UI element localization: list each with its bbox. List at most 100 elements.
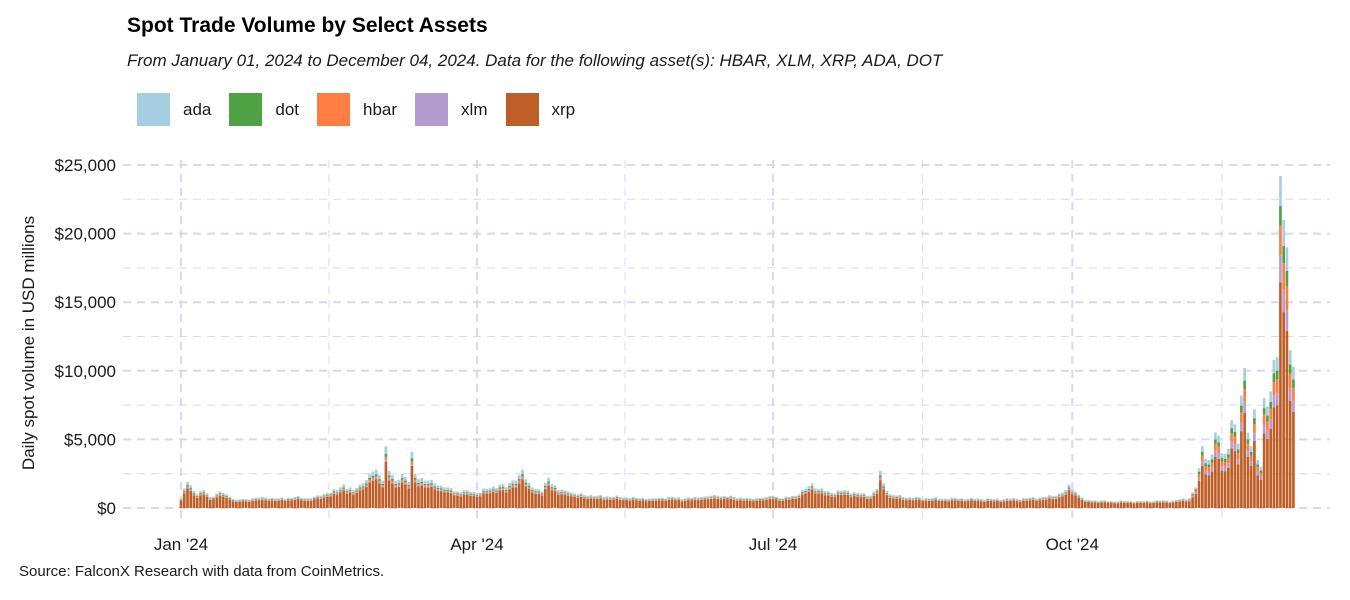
bar-segment-xrp — [358, 490, 362, 508]
bar-segment-hbar — [430, 484, 433, 486]
bar-segment-xlm — [1227, 463, 1230, 468]
bar-segment-dot — [566, 493, 570, 495]
bar-segment-dot — [452, 493, 456, 495]
bar-segment-ada — [768, 496, 772, 498]
bar-segment-xrp — [465, 494, 469, 508]
bar-segment-xrp — [208, 499, 212, 508]
bar-segment-dot — [1048, 496, 1051, 498]
bar-segment-xrp — [287, 500, 290, 508]
bar-segment-hbar — [836, 493, 840, 495]
bar-segment-hbar — [872, 494, 876, 496]
bar-segment-dot — [719, 497, 723, 499]
bar-segment-ada — [280, 497, 284, 499]
bar-segment-xrp — [852, 496, 856, 508]
bar-segment-ada — [218, 491, 222, 494]
bar-segment-ada — [911, 498, 915, 500]
bar-segment-hbar — [381, 485, 385, 487]
bar-segment-xlm — [573, 496, 576, 498]
bar-segment-xlm — [439, 490, 443, 492]
bar-segment-ada — [1067, 484, 1071, 488]
bar-segment-xrp — [368, 482, 371, 508]
bar-segment-xrp — [1191, 497, 1194, 508]
bar-segment-ada — [199, 491, 202, 494]
bar-segment-xrp — [1178, 501, 1181, 508]
bar-segment-ada — [576, 494, 580, 496]
bar-segment-dot — [609, 498, 612, 499]
bar-segment-ada — [934, 497, 937, 499]
bar-segment-dot — [856, 494, 859, 496]
bar-segment-ada — [1227, 449, 1230, 455]
bar-segment-ada — [700, 497, 703, 499]
bar-segment-hbar — [410, 461, 414, 464]
bar-segment-ada — [264, 497, 267, 499]
bar-segment-xrp — [992, 501, 996, 508]
bar-segment-hbar — [537, 492, 541, 494]
bar-segment-xlm — [316, 497, 319, 499]
bar-segment-xrp — [950, 500, 954, 508]
bar-segment-xrp — [1279, 282, 1282, 508]
bar-segment-dot — [1249, 451, 1253, 456]
bar-segment-xrp — [244, 501, 248, 508]
bar-segment-hbar — [371, 477, 375, 480]
bar-segment-dot — [826, 493, 830, 495]
bar-segment-hbar — [1240, 412, 1243, 423]
bar-segment-dot — [787, 498, 791, 500]
bar-segment-ada — [1262, 398, 1266, 409]
bar-segment-ada — [436, 485, 440, 489]
bar-segment-xlm — [365, 485, 368, 488]
bar-segment-hbar — [713, 497, 716, 498]
bar-segment-dot — [771, 497, 775, 498]
bar-segment-ada — [208, 497, 212, 499]
bar-segment-xrp — [391, 483, 394, 508]
bar-segment-dot — [852, 494, 856, 495]
bar-segment-dot — [260, 498, 264, 499]
bar-segment-hbar — [804, 492, 807, 493]
bar-segment-xrp — [813, 493, 817, 508]
bar-segment-hbar — [378, 480, 381, 483]
bar-segment-ada — [1207, 459, 1211, 465]
bar-segment-dot — [872, 493, 876, 495]
bar-segment-ada — [732, 497, 736, 499]
bar-segment-hbar — [1214, 443, 1217, 451]
bar-segment-dot — [875, 491, 879, 493]
bar-segment-xrp — [735, 500, 739, 508]
bar-segment-xrp — [1119, 502, 1123, 508]
bar-segment-xrp — [583, 498, 586, 508]
bar-segment-ada — [267, 498, 271, 500]
bar-segment-xlm — [547, 484, 550, 486]
bar-segment-xrp — [983, 501, 986, 508]
bar-segment-ada — [586, 495, 589, 498]
bar-segment-xrp — [700, 499, 703, 508]
bar-segment-xrp — [875, 493, 879, 508]
bar-segment-xlm — [404, 483, 407, 485]
bar-segment-ada — [1256, 459, 1259, 465]
bar-segment-xlm — [1249, 461, 1253, 467]
bar-segment-xlm — [823, 494, 827, 496]
legend-label-ada: ada — [183, 99, 212, 119]
bar-segment-ada — [970, 497, 973, 499]
bar-segment-hbar — [560, 492, 563, 494]
bar-segment-xrp — [1256, 475, 1259, 508]
bar-segment-xrp — [309, 500, 313, 508]
bar-segment-xrp — [420, 485, 424, 508]
bar-segment-xrp — [1292, 411, 1295, 508]
bar-segment-xlm — [1262, 424, 1266, 434]
bar-segment-dot — [195, 495, 199, 497]
bar-segment-xrp — [352, 494, 355, 508]
bar-segment-hbar — [823, 493, 827, 495]
bar-segment-ada — [644, 498, 648, 501]
bar-segment-xrp — [934, 499, 937, 508]
bar-segment-xlm — [1256, 471, 1259, 476]
bar-segment-xrp — [1259, 480, 1263, 508]
x-tick-label: Apr '24 — [450, 535, 503, 554]
bar-segment-hbar — [849, 495, 853, 497]
bar-segment-xrp — [199, 495, 202, 508]
bar-segment-xrp — [667, 499, 671, 508]
bar-segment-xlm — [1243, 401, 1246, 413]
bar-segment-dot — [1067, 487, 1071, 489]
bar-segment-ada — [1275, 357, 1279, 371]
bar-segment-xrp — [300, 500, 303, 508]
bar-segment-xlm — [456, 494, 459, 496]
bar-segment-xrp — [787, 499, 791, 508]
